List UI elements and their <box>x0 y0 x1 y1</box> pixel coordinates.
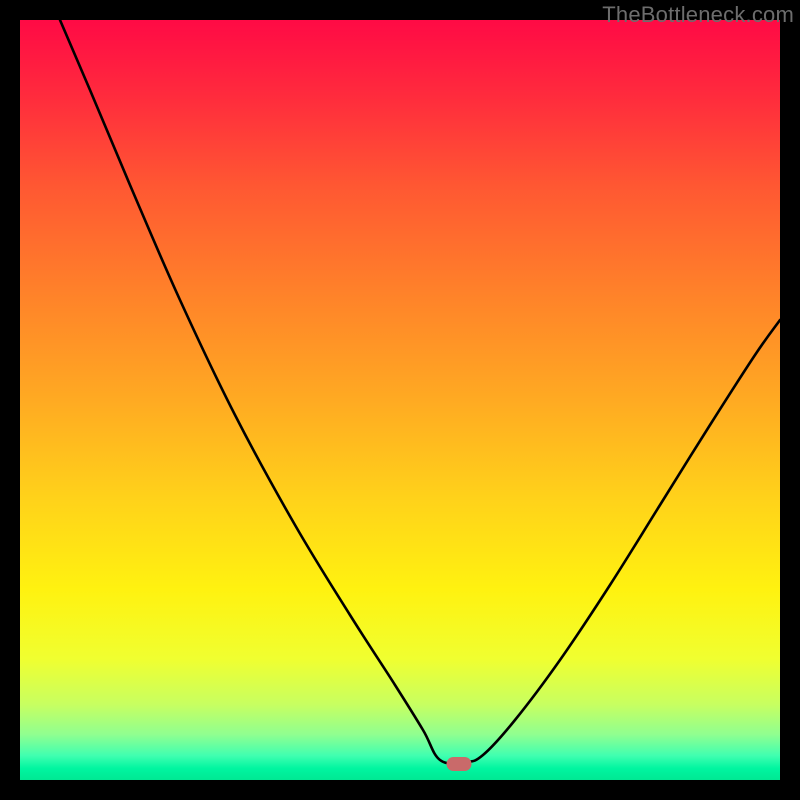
plot-background <box>20 20 780 780</box>
bottleneck-chart <box>20 20 780 780</box>
chart-frame: TheBottleneck.com <box>0 0 800 800</box>
valley-marker <box>447 757 472 771</box>
watermark-text: TheBottleneck.com <box>602 2 794 28</box>
